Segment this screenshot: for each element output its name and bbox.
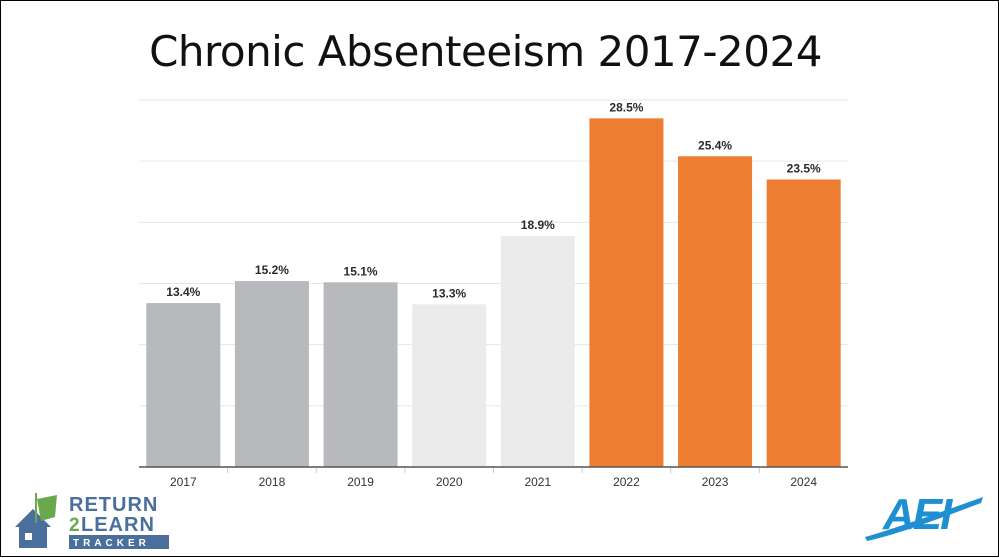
value-label-2020: 13.3% xyxy=(432,286,466,300)
return-2-learn-tracker-logo: RETURN 2 LEARN TRACKER xyxy=(15,493,169,549)
x-tick-label-2017: 2017 xyxy=(170,475,197,489)
aei-logo: AEI xyxy=(865,490,983,541)
logo-num: 2 xyxy=(69,515,80,536)
x-tick-label-2022: 2022 xyxy=(613,475,640,489)
bar-2019 xyxy=(323,282,398,467)
bars xyxy=(146,118,841,468)
x-tick-label-2019: 2019 xyxy=(347,475,374,489)
value-label-2024: 23.5% xyxy=(787,162,821,176)
value-label-2022: 28.5% xyxy=(609,100,643,114)
house-icon xyxy=(15,493,57,548)
value-label-2019: 15.1% xyxy=(344,264,378,278)
bar-2017 xyxy=(146,303,221,467)
x-axis: 2017 2018 2019 2020 2021 2022 2023 2024 xyxy=(139,466,848,489)
bar-2024 xyxy=(766,179,841,467)
bar-2022 xyxy=(589,118,664,467)
x-tick-label-2018: 2018 xyxy=(259,475,286,489)
x-tick-label-2021: 2021 xyxy=(524,475,551,489)
bar-2018 xyxy=(234,281,309,467)
bar-2020 xyxy=(412,304,487,467)
x-tick-label-2023: 2023 xyxy=(702,475,729,489)
chart-title: Chronic Absenteeism 2017-2024 xyxy=(149,27,822,76)
logo-line1: RETURN xyxy=(69,494,158,516)
bar-2021 xyxy=(500,235,575,467)
aei-swoosh-icon xyxy=(865,497,983,541)
value-label-2021: 18.9% xyxy=(521,218,555,232)
value-labels: 13.4% 15.2% 15.1% 13.3% 18.9% 28.5% 25.4% 23.5% xyxy=(166,100,821,300)
x-tick-label-2020: 2020 xyxy=(436,475,463,489)
x-tick-label-2024: 2024 xyxy=(790,475,817,489)
bar-2023 xyxy=(678,156,753,468)
value-label-2018: 15.2% xyxy=(255,263,289,277)
logo-line3: TRACKER xyxy=(73,538,150,549)
logo-line2: LEARN xyxy=(81,514,155,536)
value-label-2023: 25.4% xyxy=(698,138,732,152)
value-label-2017: 13.4% xyxy=(166,285,200,299)
aei-text: AEI xyxy=(882,490,953,539)
